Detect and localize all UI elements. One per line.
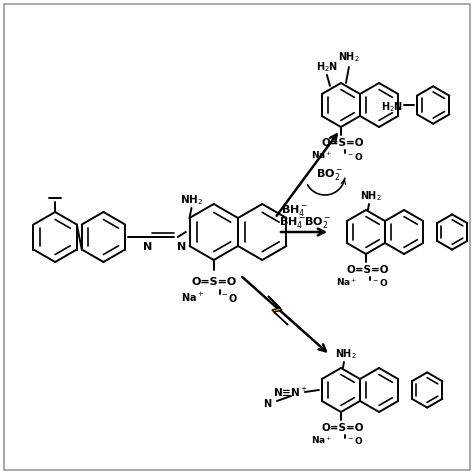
Text: $^-$O: $^-$O <box>346 151 363 162</box>
Text: H$_2$N: H$_2$N <box>316 60 338 74</box>
Text: Na$^+$: Na$^+$ <box>181 291 204 303</box>
Text: $^-$O: $^-$O <box>371 277 388 289</box>
Text: N≡N$^+$: N≡N$^+$ <box>273 385 309 399</box>
Text: N: N <box>263 399 271 409</box>
Text: NH$_2$: NH$_2$ <box>360 189 382 203</box>
Text: BO$_2^-$: BO$_2^-$ <box>304 215 332 229</box>
Text: $^-$O: $^-$O <box>346 436 363 447</box>
Text: O=S=O: O=S=O <box>346 265 389 275</box>
Text: NH$_2$: NH$_2$ <box>338 50 360 64</box>
Text: Na$^+$: Na$^+$ <box>311 149 333 161</box>
Text: O=S=O: O=S=O <box>322 423 364 433</box>
Text: H$_2$N: H$_2$N <box>382 100 403 114</box>
Text: N: N <box>177 242 186 252</box>
Text: N: N <box>143 242 152 252</box>
Text: O=S=O: O=S=O <box>322 138 364 148</box>
Polygon shape <box>268 296 288 325</box>
Text: Na$^+$: Na$^+$ <box>337 276 358 288</box>
Text: $^-$O: $^-$O <box>220 292 238 304</box>
Text: BO$_2^-$: BO$_2^-$ <box>317 167 344 182</box>
Text: NH$_2$: NH$_2$ <box>180 193 203 207</box>
Text: O=S=O: O=S=O <box>191 277 237 287</box>
Text: BH$_4^-$: BH$_4^-$ <box>282 202 309 218</box>
Text: NH$_2$: NH$_2$ <box>335 347 357 361</box>
Text: BH$_4^-$: BH$_4^-$ <box>280 215 307 229</box>
Text: Na$^+$: Na$^+$ <box>311 434 333 446</box>
